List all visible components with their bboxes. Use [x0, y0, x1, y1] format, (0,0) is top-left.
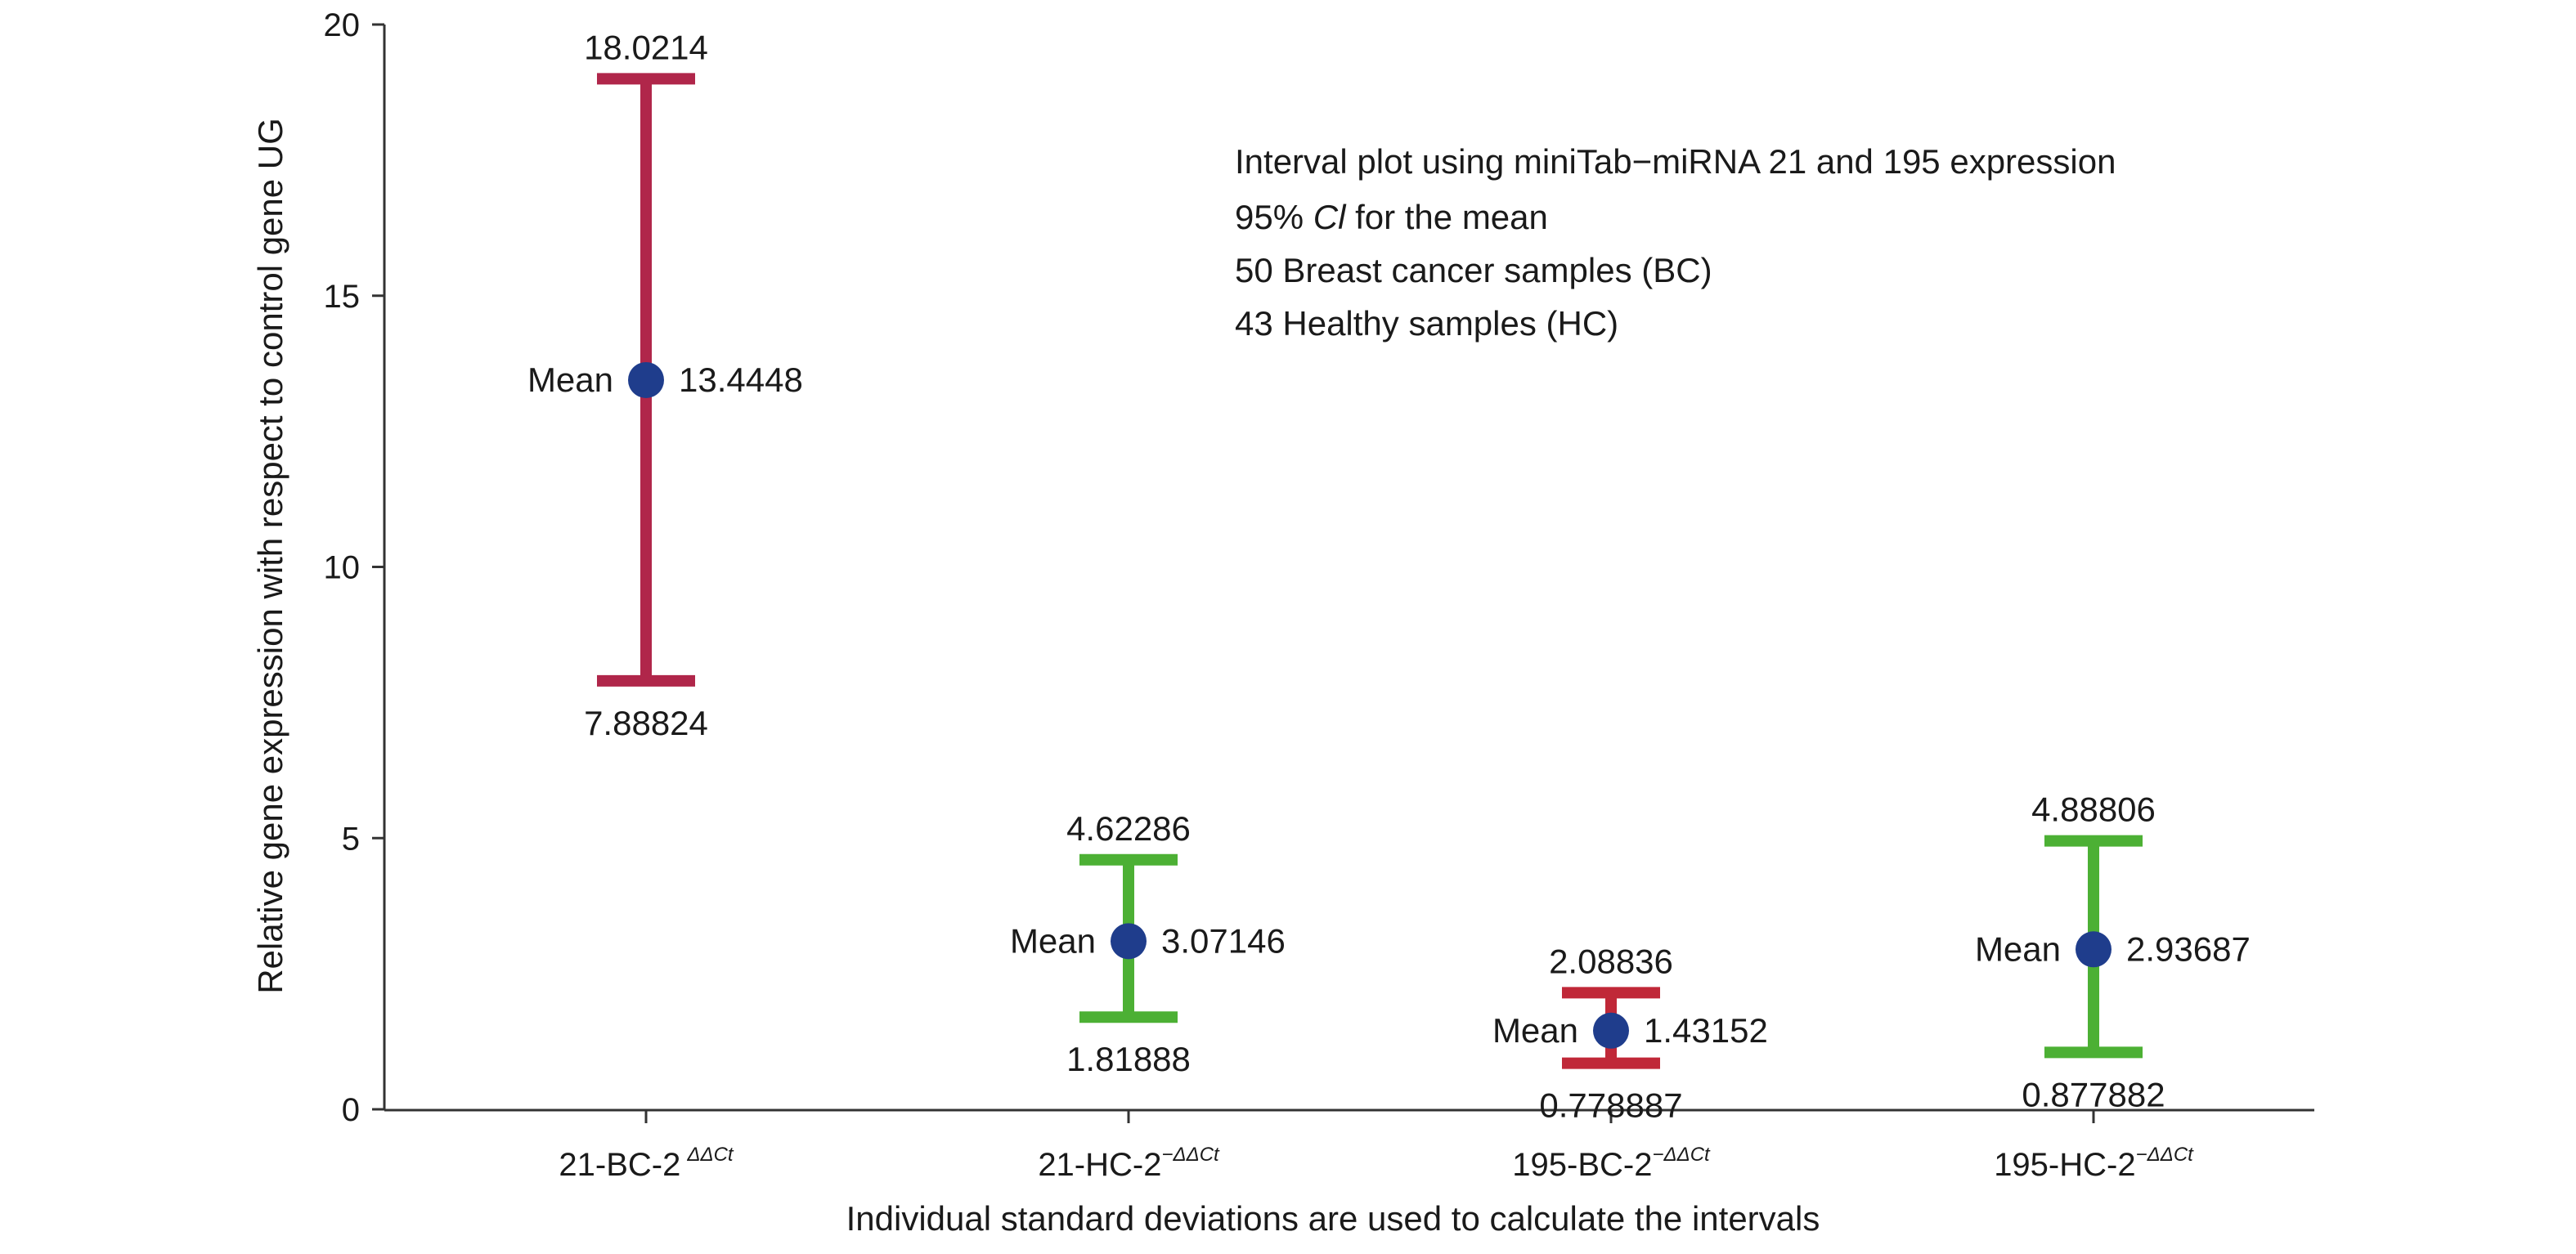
y-tick-label-5: 5 [342, 821, 360, 857]
upper-label-3: 4.88806 [2031, 790, 2156, 829]
intervals: 18.0214 7.88824 13.4448 Mean 4.62286 1.81888 3… [527, 28, 2251, 1124]
y-tick-label-15: 15 [324, 279, 361, 315]
x-axis-title: Individual standard deviations are used … [846, 1199, 1820, 1238]
interval-0: 18.0214 7.88824 13.4448 Mean [527, 28, 803, 741]
mean-value-label-3: 2.93687 [2126, 929, 2251, 968]
note-line-2-suffix: for the mean [1345, 198, 1547, 236]
note-line-3: 50 Breast cancer samples (BC) [1235, 251, 1712, 289]
x-category-label-2: 195-BC-2−ΔΔCt [1512, 1144, 1711, 1183]
note-line-2: 95% Cl for the mean [1235, 198, 1548, 236]
interval-2: 2.08836 0.778887 1.43152 Mean [1492, 942, 1768, 1124]
interval-1: 4.62286 1.81888 3.07146 Mean [1010, 809, 1286, 1078]
lower-label-2: 0.778887 [1539, 1086, 1682, 1125]
y-tick-label-20: 20 [324, 7, 361, 43]
mean-word-label-0: Mean [527, 361, 613, 399]
upper-label-0: 18.0214 [584, 28, 708, 66]
mean-marker-0 [628, 361, 664, 398]
mean-value-label-1: 3.07146 [1161, 921, 1286, 960]
mean-marker-1 [1111, 923, 1147, 960]
upper-label-2: 2.08836 [1549, 942, 1673, 980]
mean-word-label-2: Mean [1492, 1011, 1578, 1050]
annotation-block: Interval plot using miniTab−miRNA 21 and… [1235, 142, 2116, 343]
lower-label-1: 1.81888 [1066, 1040, 1191, 1078]
mean-word-label-3: Mean [1975, 929, 2061, 968]
note-line-4: 43 Healthy samples (HC) [1235, 304, 1618, 343]
y-axis-title: Relative gene expression with respect to… [251, 118, 289, 994]
upper-label-1: 4.62286 [1066, 809, 1191, 848]
y-tick-label-0: 0 [342, 1092, 360, 1128]
x-categories: 21-BC-2 ΔΔCt 21-HC-2−ΔΔCt 195-BC-2−ΔΔCt 195-… [559, 1110, 2194, 1183]
mean-value-label-0: 13.4448 [679, 361, 803, 399]
lower-label-3: 0.877882 [2022, 1075, 2165, 1113]
note-line-1: Interval plot using miniTab−miRNA 21 and… [1235, 142, 2116, 181]
mean-word-label-1: Mean [1010, 921, 1096, 960]
x-category-label-3: 195-HC-2−ΔΔCt [1994, 1144, 2194, 1183]
x-category-label-1: 21-HC-2−ΔΔCt [1038, 1144, 1220, 1183]
note-line-2-italic: Cl [1313, 198, 1347, 236]
note-line-2-prefix: 95% [1235, 198, 1313, 236]
x-category-label-0: 21-BC-2 ΔΔCt [559, 1144, 734, 1183]
mean-marker-3 [2076, 931, 2112, 968]
y-ticks: 0 5 10 15 20 [324, 7, 384, 1128]
interval-3: 4.88806 0.877882 2.93687 Mean [1975, 790, 2251, 1114]
mean-marker-2 [1593, 1012, 1629, 1049]
lower-label-0: 7.88824 [584, 704, 708, 742]
y-tick-label-10: 10 [324, 550, 361, 586]
mean-value-label-2: 1.43152 [1644, 1011, 1768, 1050]
